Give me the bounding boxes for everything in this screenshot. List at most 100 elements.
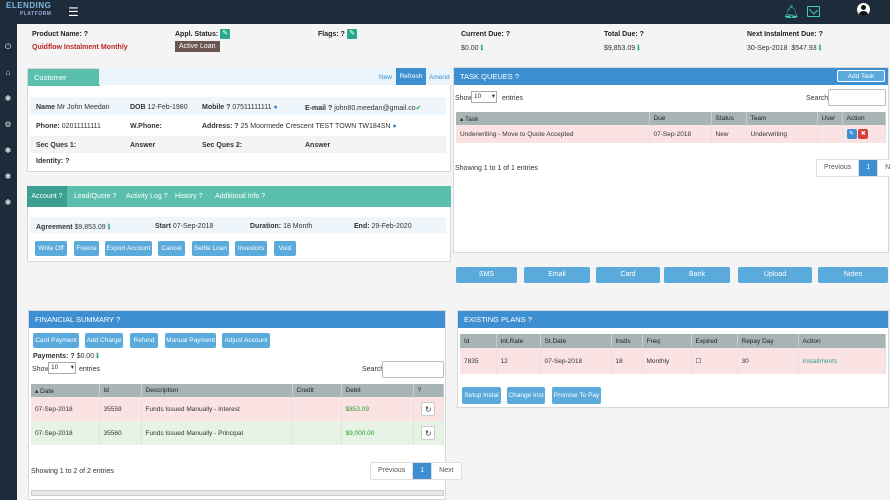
- previous-page-button[interactable]: Previous: [371, 463, 414, 479]
- col-debit[interactable]: Debit: [341, 384, 414, 397]
- export-account-button[interactable]: Export Account: [105, 241, 152, 256]
- tab-account[interactable]: Account ?: [27, 186, 67, 207]
- col-description[interactable]: Description: [141, 384, 293, 397]
- fin-entries-select[interactable]: 10 ▾: [48, 362, 76, 374]
- brand-logo[interactable]: ELENDING PLATFORM: [6, 2, 58, 21]
- chevron-down-icon: ▾: [491, 93, 495, 100]
- next-instalment-label: Next Instalment Due: ?: [747, 31, 823, 38]
- tab-activity-log[interactable]: Activity Log ?: [126, 193, 168, 200]
- investors-button[interactable]: Investors: [235, 241, 267, 256]
- total-due-value: $9,853.09 ℹ: [604, 45, 640, 52]
- amend-link[interactable]: Amend: [429, 74, 450, 81]
- customer-phone: Phone: 02011111111: [36, 123, 101, 130]
- col-id[interactable]: Id: [460, 334, 497, 348]
- write-off-button[interactable]: Write Off: [35, 241, 67, 256]
- security-answer-2: Answer: [305, 142, 331, 149]
- tasks-search-input[interactable]: [828, 89, 886, 106]
- col-freq[interactable]: Freq: [642, 334, 692, 348]
- table-row[interactable]: Underwriting - Move to Quote Accepted 07…: [456, 125, 886, 143]
- logo-subtext: PLATFORM: [20, 11, 52, 17]
- col-user[interactable]: User: [817, 112, 843, 125]
- pencil-icon[interactable]: ✎: [220, 29, 230, 39]
- tasks-info: Showing 1 to 1 of 1 entries: [455, 165, 538, 172]
- user-icon[interactable]: [857, 3, 870, 16]
- adjust-account-button[interactable]: Adjust Account: [222, 333, 270, 348]
- upload-button[interactable]: Upload: [738, 267, 812, 283]
- col-repay-day[interactable]: Repay Day: [737, 334, 799, 348]
- refresh-link[interactable]: Refresh: [396, 68, 426, 85]
- logo-text: ELENDING: [6, 1, 52, 10]
- horizontal-scrollbar[interactable]: [31, 490, 444, 496]
- pencil-icon[interactable]: ✎: [347, 29, 357, 39]
- col-due[interactable]: Due: [649, 112, 712, 125]
- customer-summary-title: Customer Summary ?: [28, 69, 100, 99]
- gear-icon[interactable]: ✱: [4, 94, 12, 103]
- info-icon: ●: [273, 104, 278, 111]
- sms-button[interactable]: SMS: [456, 267, 517, 283]
- new-link[interactable]: New: [379, 74, 393, 81]
- expired-checkbox[interactable]: ☐: [691, 348, 738, 374]
- manual-payment-button[interactable]: Manual Payment: [165, 333, 216, 348]
- next-page-button[interactable]: Next: [439, 467, 454, 474]
- mail-icon[interactable]: [807, 6, 820, 17]
- refund-button[interactable]: Refund: [130, 333, 158, 348]
- trash-icon[interactable]: ✖: [858, 129, 869, 139]
- bell-icon[interactable]: 🔔︎: [783, 4, 800, 19]
- setup-instal-button[interactable]: Setup Instal: [462, 387, 501, 404]
- col-credit[interactable]: Credit: [292, 384, 342, 397]
- col-status[interactable]: Status: [711, 112, 747, 125]
- page-1-button[interactable]: 1: [413, 463, 433, 479]
- star-icon[interactable]: ✱: [4, 198, 12, 207]
- star-icon[interactable]: ✱: [4, 172, 12, 181]
- tab-additional-info[interactable]: Additional Info ?: [215, 193, 266, 200]
- table-row[interactable]: 07-Sep-2018 35559 Funds Issued Manually …: [31, 397, 444, 421]
- page-1-button[interactable]: 1: [859, 160, 879, 176]
- fin-search-input[interactable]: [382, 361, 444, 378]
- tab-lead-quote[interactable]: Lead/Quote ?: [74, 193, 117, 200]
- previous-page-button[interactable]: Previous: [817, 160, 860, 176]
- table-row[interactable]: 7835 12 07-Sep-2018 18 Monthly ☐ 30 Inst…: [460, 348, 886, 374]
- col-int-rate[interactable]: Int.Rate: [496, 334, 541, 348]
- home-icon[interactable]: ⌂: [5, 68, 11, 77]
- col-instls[interactable]: Instls: [611, 334, 643, 348]
- tasks-entries-select[interactable]: 10 ▾: [471, 91, 497, 103]
- col-expired[interactable]: Expired: [691, 334, 738, 348]
- freeze-button[interactable]: Freeze: [74, 241, 99, 256]
- col-id[interactable]: Id: [99, 384, 142, 397]
- col-start-date[interactable]: St.Date: [540, 334, 612, 348]
- tab-history[interactable]: History ?: [175, 193, 203, 200]
- promise-to-pay-button[interactable]: Promise To Pay: [552, 387, 601, 404]
- menu-icon[interactable]: ☰: [68, 5, 79, 19]
- add-task-queue-button[interactable]: Add Task Queue: [837, 70, 885, 92]
- settings-icon[interactable]: ⚙: [4, 120, 12, 129]
- card-button[interactable]: Card: [596, 267, 660, 283]
- add-charge-button[interactable]: Add Charge: [85, 333, 123, 348]
- bank-button[interactable]: Bank: [664, 267, 730, 283]
- edit-icon[interactable]: ✎: [846, 129, 857, 139]
- security-answer-1: Answer: [130, 142, 156, 149]
- refresh-icon[interactable]: ↻: [421, 402, 436, 416]
- cancel-button[interactable]: Cancel: [158, 241, 185, 256]
- refresh-icon[interactable]: ↻: [421, 426, 436, 440]
- col-team[interactable]: Team: [746, 112, 818, 125]
- dashboard-icon[interactable]: ⏻: [4, 42, 12, 51]
- notes-button[interactable]: Notes: [818, 267, 888, 283]
- payments-value: Payments: ? $0.00 ℹ: [33, 353, 99, 360]
- info-icon: ●: [392, 123, 397, 130]
- fin-show-label: Show: [32, 366, 50, 373]
- card-payment-button[interactable]: Card Payment: [33, 333, 79, 348]
- col-date[interactable]: ▴ Date: [31, 384, 100, 397]
- settle-loan-button[interactable]: Settle Loan: [192, 241, 229, 256]
- email-button[interactable]: Email: [524, 267, 590, 283]
- tasks-table: ▴ Task Due Status Team User Action Under…: [456, 112, 886, 143]
- void-button[interactable]: Void: [274, 241, 296, 256]
- next-page-button[interactable]: Next: [885, 164, 890, 171]
- fin-pagination: Previous 1 Next: [370, 462, 462, 480]
- col-task[interactable]: ▴ Task: [456, 112, 650, 125]
- change-inst-button[interactable]: Change Inst: [507, 387, 545, 404]
- info-icon: ℹ: [818, 45, 822, 52]
- installments-link[interactable]: Installments: [798, 348, 886, 374]
- table-row[interactable]: 07-Sep-2018 35560 Funds Issued Manually …: [31, 421, 444, 445]
- next-instalment-value: 30-Sep-2018 $547.93 ℹ: [747, 45, 822, 52]
- star-icon[interactable]: ✱: [4, 146, 12, 155]
